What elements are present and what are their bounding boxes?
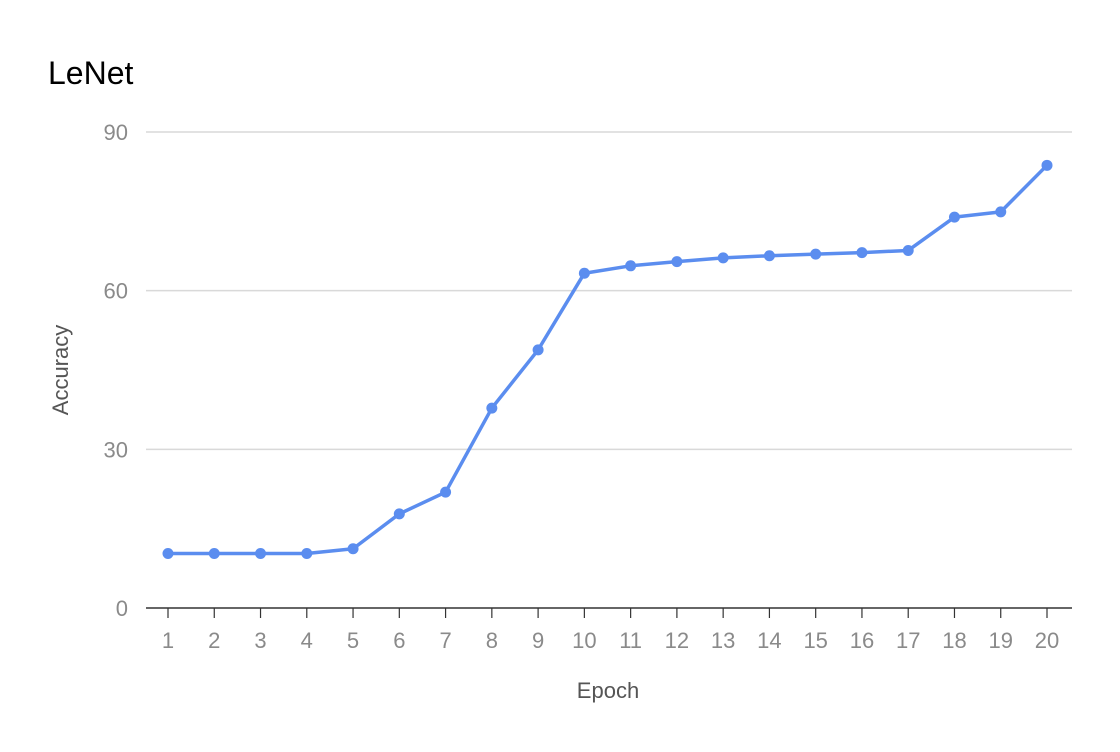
data-point-epoch-14 — [763, 250, 775, 262]
x-tick-label-15: 15 — [803, 628, 827, 653]
x-tick-label-1: 1 — [162, 628, 174, 653]
series-line-0 — [166, 163, 1049, 556]
data-point-epoch-7 — [440, 486, 452, 498]
data-point-epoch-12 — [671, 256, 683, 268]
y-tick-label-30: 30 — [104, 437, 128, 462]
x-tick-label-10: 10 — [572, 628, 596, 653]
y-axis-ticks: 0 30 60 90 — [104, 120, 128, 621]
chart-title: LeNet — [48, 55, 134, 91]
y-tick-label-0: 0 — [116, 596, 128, 621]
data-point-epoch-15 — [810, 248, 822, 260]
data-point-epoch-17 — [902, 244, 914, 256]
data-point-epoch-1 — [162, 548, 174, 560]
x-tick-label-13: 13 — [711, 628, 735, 653]
x-tick-label-6: 6 — [393, 628, 405, 653]
data-point-epoch-18 — [948, 211, 960, 223]
data-point-epoch-8 — [486, 402, 498, 414]
data-point-epoch-20 — [1041, 159, 1053, 171]
x-tick-label-7: 7 — [439, 628, 451, 653]
data-points — [162, 159, 1053, 560]
data-point-epoch-10 — [578, 267, 590, 279]
data-point-epoch-16 — [856, 247, 868, 259]
data-point-epoch-2 — [208, 548, 220, 560]
x-tick-label-20: 20 — [1035, 628, 1059, 653]
data-point-epoch-6 — [393, 508, 405, 520]
x-tick-label-14: 14 — [757, 628, 781, 653]
y-axis-title: Accuracy — [48, 325, 73, 415]
x-tick-label-11: 11 — [619, 628, 642, 653]
y-tick-label-90: 90 — [104, 120, 128, 145]
series-layer — [166, 163, 1049, 556]
data-point-epoch-4 — [301, 548, 313, 560]
x-tick-label-16: 16 — [850, 628, 874, 653]
grid-lines — [146, 131, 1072, 451]
x-tick-label-9: 9 — [532, 628, 544, 653]
x-axis-title: Epoch — [577, 678, 639, 703]
x-tick-label-17: 17 — [896, 628, 920, 653]
x-tick-label-3: 3 — [254, 628, 266, 653]
data-point-epoch-13 — [717, 252, 729, 264]
x-tick-label-18: 18 — [942, 628, 966, 653]
x-axis-ticks: 1 2 3 4 5 6 7 8 9 10 11 12 13 14 15 16 17 18 19 20 — [162, 608, 1059, 653]
data-point-epoch-11 — [625, 260, 637, 272]
x-tick-label-4: 4 — [301, 628, 313, 653]
x-tick-label-8: 8 — [486, 628, 498, 653]
y-tick-label-60: 60 — [104, 279, 128, 304]
x-tick-label-12: 12 — [665, 628, 689, 653]
x-tick-label-5: 5 — [347, 628, 359, 653]
data-point-epoch-5 — [347, 543, 359, 555]
data-point-epoch-3 — [255, 548, 267, 560]
data-point-epoch-19 — [995, 206, 1007, 218]
data-point-epoch-9 — [532, 344, 544, 356]
x-tick-label-2: 2 — [208, 628, 220, 653]
x-tick-label-19: 19 — [988, 628, 1012, 653]
